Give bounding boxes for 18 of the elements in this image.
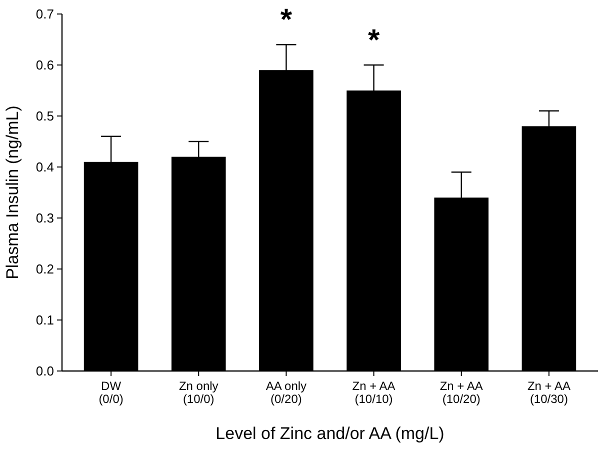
x-tick-label: Zn + AA (10/10) (352, 379, 396, 406)
y-tick-label: 0.0 (36, 364, 54, 379)
x-tick-label: Zn + AA (10/30) (527, 379, 570, 406)
annotation: * (368, 24, 380, 57)
y-tick-label: 0.7 (36, 6, 54, 22)
x-tick-label: DW (0/0) (98, 379, 124, 406)
x-tick-label: AA only (0/20) (266, 379, 307, 406)
y-tick-label: 0.1 (36, 312, 54, 328)
y-tick-label: 0.3 (36, 210, 54, 226)
x-tick-label: Zn only (10/0) (178, 379, 218, 406)
x-tick-label: Zn + AA (10/20) (440, 379, 483, 406)
y-tick-label: 0.5 (36, 108, 54, 124)
y-tick-label: 0.6 (36, 58, 54, 73)
annotation: * (280, 4, 292, 37)
y-tick-label: 0.4 (36, 160, 54, 175)
x-axis-title: Level of Zinc and/or AA (mg/L) (216, 424, 444, 443)
y-tick-label: 0.2 (36, 262, 54, 277)
y-axis-title: Plasma Insulin (ng/mL) (3, 106, 22, 280)
